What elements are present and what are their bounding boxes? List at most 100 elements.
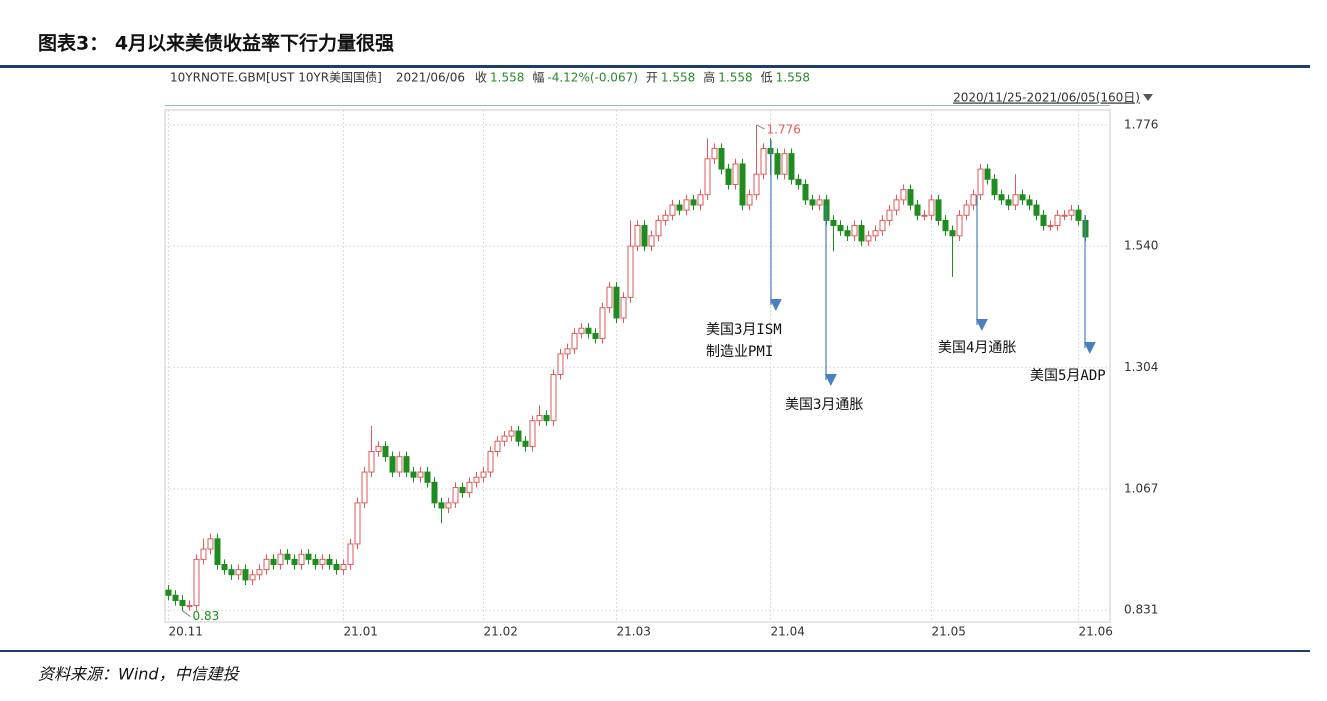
candle-body (557, 353, 564, 375)
dropdown-icon[interactable] (1143, 94, 1153, 101)
candle-body (256, 569, 263, 576)
x-tick-label: 20.11 (169, 625, 203, 639)
candle-body (984, 168, 991, 180)
candle-body (172, 594, 179, 601)
candle-body (998, 194, 1005, 201)
candle-body (1026, 199, 1033, 206)
candle-body (242, 569, 249, 581)
candle-body (795, 178, 802, 185)
candle-body (970, 194, 977, 206)
candle-body (571, 332, 578, 350)
candle-body (578, 327, 585, 334)
y-tick-label: 1.304 (1124, 360, 1158, 374)
candle-body (634, 225, 641, 247)
candle-body (480, 471, 487, 478)
quote-text: 1.558 (490, 71, 524, 85)
candle-body (522, 440, 529, 447)
candle-body (249, 574, 256, 581)
quote-line: 10YRNOTE.GBM[UST 10YR美国国债] 2021/06/06 收 1.5… (170, 70, 810, 85)
candle-body (788, 153, 795, 180)
candle-body (669, 204, 676, 216)
candle-body (613, 286, 620, 319)
candle-body (368, 451, 375, 473)
candle-body (270, 558, 277, 565)
candle-body (333, 563, 340, 571)
candle-body (718, 148, 725, 170)
candle-body (837, 225, 844, 232)
candle-body (606, 286, 613, 309)
max-label: 1.776 (767, 122, 801, 136)
x-tick-label: 21.06 (1079, 625, 1113, 639)
quote-text: 收 (475, 71, 487, 85)
annotation-text: 美国3月通胀 (785, 397, 863, 413)
candle-body (816, 199, 823, 206)
annotation-text: 美国3月ISM (706, 322, 782, 338)
candle-body (739, 163, 746, 206)
candle-body (361, 471, 368, 504)
quote-text: 低 (761, 71, 773, 85)
quote-text: 1.558 (718, 71, 752, 85)
candle-body (431, 481, 438, 504)
candle-body (753, 173, 760, 196)
candle-body (830, 219, 837, 227)
candle-body (676, 204, 683, 211)
x-tick-label: 21.04 (771, 625, 805, 639)
candle-body (956, 214, 963, 237)
candle-body (459, 486, 466, 494)
x-tick-label: 21.05 (932, 625, 966, 639)
quote-text: 2021/06/06 (396, 71, 465, 85)
candle-body (907, 189, 914, 206)
max-pointer (756, 124, 765, 130)
candle-body (1047, 225, 1054, 228)
candle-body (732, 163, 739, 185)
candle-body (655, 219, 662, 237)
candle-body (697, 194, 704, 206)
min-pointer (182, 610, 191, 618)
candle-body (641, 225, 648, 247)
candle-body (508, 430, 515, 437)
candle-body (1054, 214, 1061, 227)
min-label: 0.83 (193, 609, 220, 623)
candle-body (207, 538, 214, 550)
x-tick-label: 21.01 (344, 625, 378, 639)
candle-body (851, 225, 858, 237)
candle-body (564, 348, 571, 355)
candle-body (1033, 204, 1040, 216)
candle-body (683, 199, 690, 211)
candle-body (648, 235, 655, 247)
candle-body (214, 538, 221, 565)
candle-body (494, 440, 501, 453)
candle-body (312, 558, 319, 565)
candle-body (865, 235, 872, 242)
candle-body (991, 178, 998, 196)
candle-body (781, 153, 788, 175)
candle-body (228, 569, 235, 576)
candle-body (319, 558, 326, 565)
candle-body (186, 605, 193, 608)
candle-body (620, 296, 627, 319)
quote-text: 开 (646, 71, 658, 85)
candle-body (725, 168, 732, 185)
candle-body (963, 204, 970, 216)
candle-body (1012, 194, 1019, 206)
candle-body (949, 230, 956, 237)
candle-body (410, 471, 417, 478)
x-tick-label: 21.03 (617, 625, 651, 639)
candle-body (403, 456, 410, 473)
candle-body (746, 194, 753, 206)
y-tick-label: 1.540 (1124, 239, 1158, 253)
candle-body (662, 214, 669, 221)
annotation-text: 美国4月通胀 (938, 340, 1016, 356)
candle-body (424, 471, 431, 483)
candle-body (501, 435, 508, 442)
candle-body (452, 486, 459, 504)
candle-body (879, 219, 886, 232)
source: 资料来源：Wind，中信建投 (38, 665, 241, 684)
candle-body (284, 553, 291, 560)
quote-text: 10YRNOTE.GBM[UST 10YR美国国债] (170, 71, 382, 85)
candle-body (200, 548, 207, 560)
candle-body (263, 558, 270, 571)
candle-body (893, 199, 900, 211)
